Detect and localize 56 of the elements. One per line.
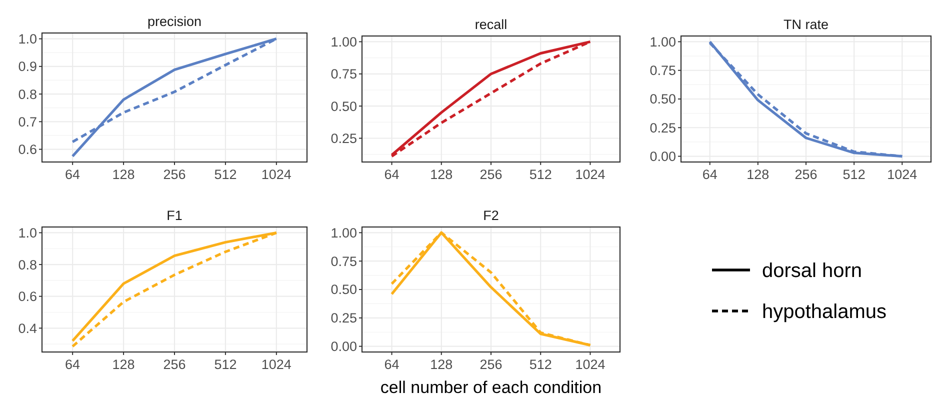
y-tick-label: 0.75 [330, 66, 357, 82]
x-tick-label: 64 [65, 167, 81, 182]
x-tick-label: 256 [480, 167, 502, 182]
x-tick-label: 1024 [261, 357, 292, 372]
x-tick-label: 256 [163, 357, 186, 372]
y-tick-label: 0.75 [650, 63, 676, 78]
y-tick-label: 0.50 [650, 92, 676, 107]
chart-title: recall [474, 17, 508, 32]
y-tick-label: 0.6 [18, 289, 37, 304]
x-tick-label: 512 [529, 167, 552, 182]
y-tick-label: 0.6 [18, 142, 37, 158]
x-tick-label: 128 [746, 167, 770, 182]
x-tick-label: 128 [112, 167, 135, 182]
x-tick-label: 128 [430, 167, 453, 182]
y-tick-label: 1.00 [330, 225, 357, 240]
y-tick-label: 1.0 [18, 225, 37, 240]
x-axis-title: cell number of each condition [380, 378, 602, 397]
chart-title: precision [147, 14, 202, 29]
y-tick-label: 1.0 [18, 32, 37, 47]
x-tick-label: 512 [842, 167, 866, 182]
text: dorsal horn [762, 260, 862, 282]
x-tick-label: 1024 [887, 167, 918, 182]
x-tick-label: 512 [214, 167, 237, 182]
x-tick-label: 128 [430, 357, 453, 372]
x-tick-label: 512 [529, 357, 552, 372]
x-tick-label: 512 [214, 357, 237, 372]
chart-title: F2 [483, 208, 499, 223]
chart-title: TN rate [783, 17, 829, 32]
y-tick-label: 0.7 [18, 114, 37, 130]
x-tick-label: 64 [702, 167, 718, 182]
x-tick-label: 256 [163, 167, 186, 182]
x-tick-label: 256 [794, 167, 818, 182]
text: hypothalamus [762, 301, 887, 323]
y-tick-label: 0.00 [650, 149, 676, 164]
x-tick-label: 1024 [261, 167, 292, 182]
y-tick-label: 0.75 [330, 254, 357, 269]
y-tick-label: 0.50 [330, 98, 357, 114]
y-tick-label: 0.8 [18, 86, 37, 102]
y-tick-label: 0.9 [18, 59, 37, 74]
x-tick-label: 256 [480, 357, 502, 372]
x-tick-label: 64 [65, 357, 81, 372]
y-tick-label: 0.4 [18, 320, 38, 336]
x-tick-label: 64 [384, 357, 400, 372]
y-tick-label: 0.00 [330, 339, 357, 354]
x-tick-label: 128 [112, 357, 135, 372]
x-tick-label: 64 [384, 167, 400, 182]
x-tick-label: 1024 [575, 167, 606, 182]
y-tick-label: 1.00 [330, 34, 357, 50]
x-tick-label: 1024 [575, 357, 606, 372]
y-tick-label: 0.25 [330, 130, 357, 146]
y-tick-label: 1.00 [650, 34, 676, 50]
chart-title: F1 [166, 208, 182, 223]
y-tick-label: 0.8 [18, 257, 37, 272]
y-tick-label: 0.50 [330, 282, 357, 298]
y-tick-label: 0.25 [650, 120, 676, 136]
y-tick-label: 0.25 [330, 310, 357, 326]
